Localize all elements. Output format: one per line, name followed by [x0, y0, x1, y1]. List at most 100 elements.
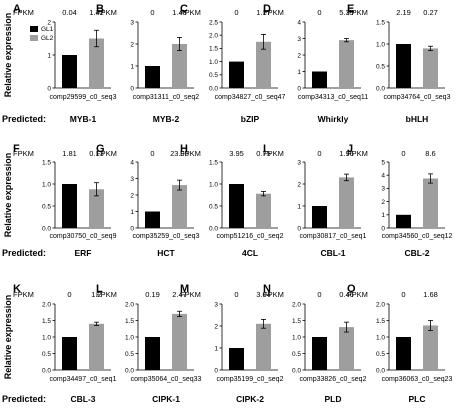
panel-l-fpkm-gl1: 0.19 — [145, 290, 160, 299]
panel-j-gene-id: comp34560_c0_seq12 — [382, 233, 453, 240]
panel-d-y-tick-label: 0 — [297, 85, 301, 92]
panel-h-fpkm-label: FPKM — [180, 149, 201, 158]
panel-m-y-tick-label: 1 — [214, 345, 218, 352]
panel-j-bar-gl1 — [396, 214, 411, 228]
panel-f-y-tick-label: 0.5 — [42, 203, 51, 210]
panel-d-gene-id: comp34313_c0_seq11 — [298, 94, 368, 101]
panel-b-fpkm-gl1: 0 — [150, 8, 154, 17]
panel-a-bar-gl1 — [62, 55, 77, 88]
panel-i-y-tick-label: 0 — [297, 225, 301, 232]
panel-e-fpkm-gl2: 0.27 — [423, 8, 438, 17]
panel-m-gene-id: comp35199_c0_seq2 — [217, 376, 284, 383]
panel-j-y-tick-label: 4 — [381, 173, 385, 180]
panel-d-predicted: Whirkly — [318, 114, 349, 124]
panel-b-gene-id: comp31311_c0_seq2 — [133, 94, 200, 101]
panel-o-letter: O — [347, 283, 356, 295]
panel-g-errorbar-gl2 — [177, 179, 182, 191]
panel-e-y-tick-label: 1.0 — [376, 41, 385, 48]
panel-f-bar-gl1 — [62, 184, 77, 228]
legend-label-gl2: GL2 — [41, 35, 54, 42]
panel-n-bar-gl2 — [339, 327, 354, 370]
panel-o-y-tick-label: 0.5 — [376, 351, 385, 358]
panel-h-y-tick-label: 1.0 — [209, 181, 218, 188]
panel-l-errorbar-gl2 — [177, 310, 182, 317]
panel-g-y-tick-label: 0 — [130, 225, 134, 232]
panel-b-predicted: MYB-2 — [153, 114, 180, 124]
panel-d-y-tick-label: 1 — [297, 69, 301, 76]
panel-c-y-tick-label: 2.5 — [209, 19, 218, 26]
panel-g-fpkm-label: FPKM — [96, 149, 117, 158]
panel-f-y-tick-label: 0.0 — [42, 225, 51, 232]
panel-n-fpkm-gl1: 0 — [317, 290, 321, 299]
panel-d-errorbar-gl2 — [344, 38, 349, 43]
panel-m-bar-gl2 — [256, 323, 271, 370]
panel-h-bar-gl2 — [256, 193, 271, 228]
panel-b-y-tick-label: 0 — [130, 85, 134, 92]
panel-m-errorbar-gl2 — [261, 318, 266, 329]
panel-b-bar-gl2 — [172, 44, 187, 88]
panel-d-bar-gl2 — [339, 40, 354, 88]
panel-e-y-tick-label: 0.5 — [376, 63, 385, 70]
panel-d-y-tick-label: 3 — [297, 36, 301, 43]
panel-n-y-tick-label: 1.5 — [292, 318, 301, 325]
panel-k-y-tick-label: 0.5 — [42, 351, 51, 358]
panel-o-fpkm-label: FPKM — [347, 290, 368, 299]
panel-i-gene-id: comp30817_c0_seq1 — [300, 233, 367, 240]
panel-c-fpkm-label: FPKM — [180, 8, 201, 17]
panel-a-fpkm-label: FPKM — [13, 8, 34, 17]
panel-j-bar-gl2 — [423, 178, 438, 228]
panel-c-fpkm-gl1: 0 — [234, 8, 238, 17]
panel-l-fpkm-gl2: 2.47 — [172, 290, 187, 299]
panel-a-predicted: MYB-1 — [70, 114, 97, 124]
panel-g-fpkm-gl2: 23.95 — [170, 149, 189, 158]
panel-c-y-tick-label: 2.0 — [209, 33, 218, 40]
panel-g-predicted: HCT — [157, 248, 175, 258]
legend-swatch-gl1 — [30, 26, 38, 32]
panel-n-fpkm-label: FPKM — [263, 290, 284, 299]
panel-n-gene-id: comp33826_c0_seq2 — [300, 376, 367, 383]
panel-c-bar-gl2 — [256, 41, 271, 88]
panel-j-y-tick-label: 0 — [381, 225, 385, 232]
panel-j-fpkm-gl2: 8.6 — [425, 149, 435, 158]
panel-h-fpkm-gl1: 3.95 — [229, 149, 244, 158]
panel-e-fpkm-label: FPKM — [347, 8, 368, 17]
panel-j-letter: J — [347, 143, 353, 155]
panel-c-y-tick-label: 1.5 — [209, 46, 218, 53]
panel-l-fpkm-label: FPKM — [96, 290, 117, 299]
panel-k-fpkm-gl2: 1.2 — [91, 290, 101, 299]
panel-g-bar-gl2 — [172, 185, 187, 228]
panel-e-predicted: bHLH — [406, 114, 429, 124]
panel-m-y-tick-label: 3 — [214, 301, 218, 308]
panel-m-fpkm-gl2: 3.04 — [256, 290, 271, 299]
panel-n-bar-gl1 — [312, 337, 327, 370]
panel-o-y-tick-label: 1.0 — [376, 334, 385, 341]
panel-k-letter: K — [13, 283, 21, 295]
panel-n-errorbar-gl2 — [344, 321, 349, 333]
panel-o-predicted: PLC — [409, 394, 426, 404]
panel-j-fpkm-gl1: 0 — [401, 149, 405, 158]
panel-e-errorbar-gl2 — [428, 45, 433, 51]
panel-g-y-tick-label: 1 — [130, 209, 134, 216]
panel-b-y-tick-label: 1 — [130, 63, 134, 70]
panel-a-bar-gl2 — [89, 38, 104, 88]
panel-k-y-tick-label: 2.0 — [42, 301, 51, 308]
panel-j-predicted: CBL-2 — [404, 248, 429, 258]
panel-e-y-tick-label: 0.0 — [376, 85, 385, 92]
panel-k-errorbar-gl2 — [94, 321, 99, 326]
panel-d-fpkm-gl2: 5.39 — [339, 8, 354, 17]
panel-e-gene-id: comp34764_c0_seq3 — [384, 94, 451, 101]
panel-h-y-tick-label: 0.5 — [209, 203, 218, 210]
panel-o-y-tick-label: 1.5 — [376, 318, 385, 325]
panel-m-y-tick-label: 0 — [214, 367, 218, 374]
panel-l-y-tick-label: 2.0 — [125, 301, 134, 308]
